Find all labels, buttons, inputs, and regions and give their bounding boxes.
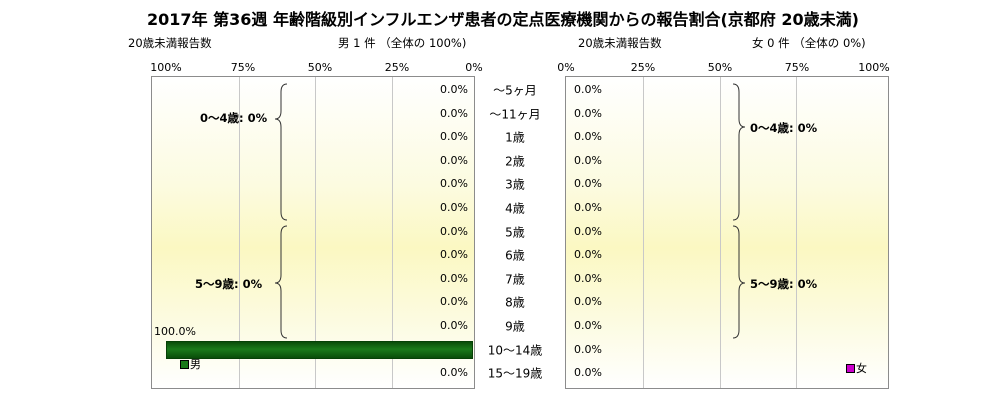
- right-tick-label: 25%: [630, 61, 656, 74]
- age-label: 4歳: [505, 201, 525, 216]
- male-plot-area: [151, 76, 475, 389]
- age-label: 5歳: [505, 225, 525, 240]
- left-brace-5-9: [274, 225, 288, 339]
- age-label: ～11ヶ月: [489, 107, 541, 122]
- gridline: [239, 77, 240, 388]
- legend-male-swatch: [180, 360, 189, 369]
- age-label: 15～19歳: [487, 366, 543, 381]
- male-value-label: 0.0%: [440, 224, 468, 238]
- age-label: 9歳: [505, 319, 525, 334]
- female-value-label: 0.0%: [574, 271, 602, 285]
- age-label: 1歳: [505, 130, 525, 145]
- right-group-5-9-label: 5～9歳: 0%: [750, 277, 818, 291]
- male-value-label: 0.0%: [440, 248, 468, 262]
- right-tick-label: 100%: [858, 61, 890, 74]
- age-label: ～5ヶ月: [493, 83, 537, 98]
- male-value-label: 100.0%: [154, 324, 196, 338]
- male-value-label: 0.0%: [440, 271, 468, 285]
- chart-title: 2017年 第36週 年齢階級別インフルエンザ患者の定点医療機関からの報告割合(…: [147, 10, 859, 29]
- male-value-label: 0.0%: [440, 130, 468, 144]
- female-value-label: 0.0%: [574, 201, 602, 214]
- left-tick-label: 100%: [150, 61, 182, 74]
- male-value-label: 0.0%: [440, 106, 468, 120]
- male-value-label: 0.0%: [440, 83, 468, 96]
- male-value-label: 0.0%: [440, 295, 468, 309]
- right-brace-0-4: [732, 83, 746, 221]
- right-count-label: 20歳未満報告数: [578, 36, 662, 50]
- age-label: 6歳: [505, 248, 525, 263]
- male-value-label: 0.0%: [440, 319, 468, 332]
- female-value-label: 0.0%: [574, 366, 602, 380]
- gridline: [796, 77, 797, 388]
- left-tick-label: 0%: [465, 61, 483, 74]
- female-value-label: 0.0%: [574, 106, 602, 120]
- female-value-label: 0.0%: [574, 342, 602, 356]
- left-group-5-9-label: 5～9歳: 0%: [195, 277, 263, 291]
- female-value-label: 0.0%: [574, 177, 602, 191]
- male-value-label: 0.0%: [440, 366, 468, 380]
- left-tick-label: 75%: [230, 61, 256, 74]
- left-tick-label: 25%: [384, 61, 410, 74]
- legend-female-label: 女: [856, 362, 867, 375]
- left-count-label: 20歳未満報告数: [128, 36, 212, 50]
- right-brace-5-9: [732, 225, 746, 339]
- age-label: 8歳: [505, 295, 525, 310]
- left-brace-0-4: [274, 83, 288, 221]
- female-value-label: 0.0%: [574, 153, 602, 167]
- male-value-label: 0.0%: [440, 153, 468, 167]
- right-tick-label: 50%: [707, 61, 733, 74]
- left-group-0-4-label: 0～4歳: 0%: [200, 111, 268, 125]
- right-tick-label: 0%: [557, 61, 575, 74]
- female-value-label: 0.0%: [574, 130, 602, 144]
- right-summary: 女 0 件 （全体の 0%): [752, 36, 866, 50]
- age-label: 2歳: [505, 154, 525, 169]
- female-value-label: 0.0%: [574, 295, 602, 309]
- right-tick-label: 75%: [784, 61, 810, 74]
- right-group-0-4-label: 0～4歳: 0%: [750, 121, 818, 135]
- gridline: [315, 77, 316, 388]
- age-label: 3歳: [505, 177, 525, 192]
- male-bar: [166, 340, 473, 359]
- female-value-label: 0.0%: [574, 319, 602, 332]
- legend-male-label: 男: [190, 358, 201, 371]
- female-value-label: 0.0%: [574, 248, 602, 262]
- left-tick-label: 50%: [307, 61, 333, 74]
- male-value-label: 0.0%: [440, 201, 468, 214]
- left-summary: 男 1 件 （全体の 100%): [338, 36, 467, 50]
- age-label: 7歳: [505, 272, 525, 287]
- female-value-label: 0.0%: [574, 224, 602, 238]
- gridline: [643, 77, 644, 388]
- gridline: [392, 77, 393, 388]
- age-label: 10～14歳: [487, 343, 543, 358]
- male-value-label: 0.0%: [440, 177, 468, 191]
- gridline: [720, 77, 721, 388]
- female-plot-area: [565, 76, 889, 389]
- legend-female-swatch: [846, 364, 855, 373]
- female-value-label: 0.0%: [574, 83, 602, 96]
